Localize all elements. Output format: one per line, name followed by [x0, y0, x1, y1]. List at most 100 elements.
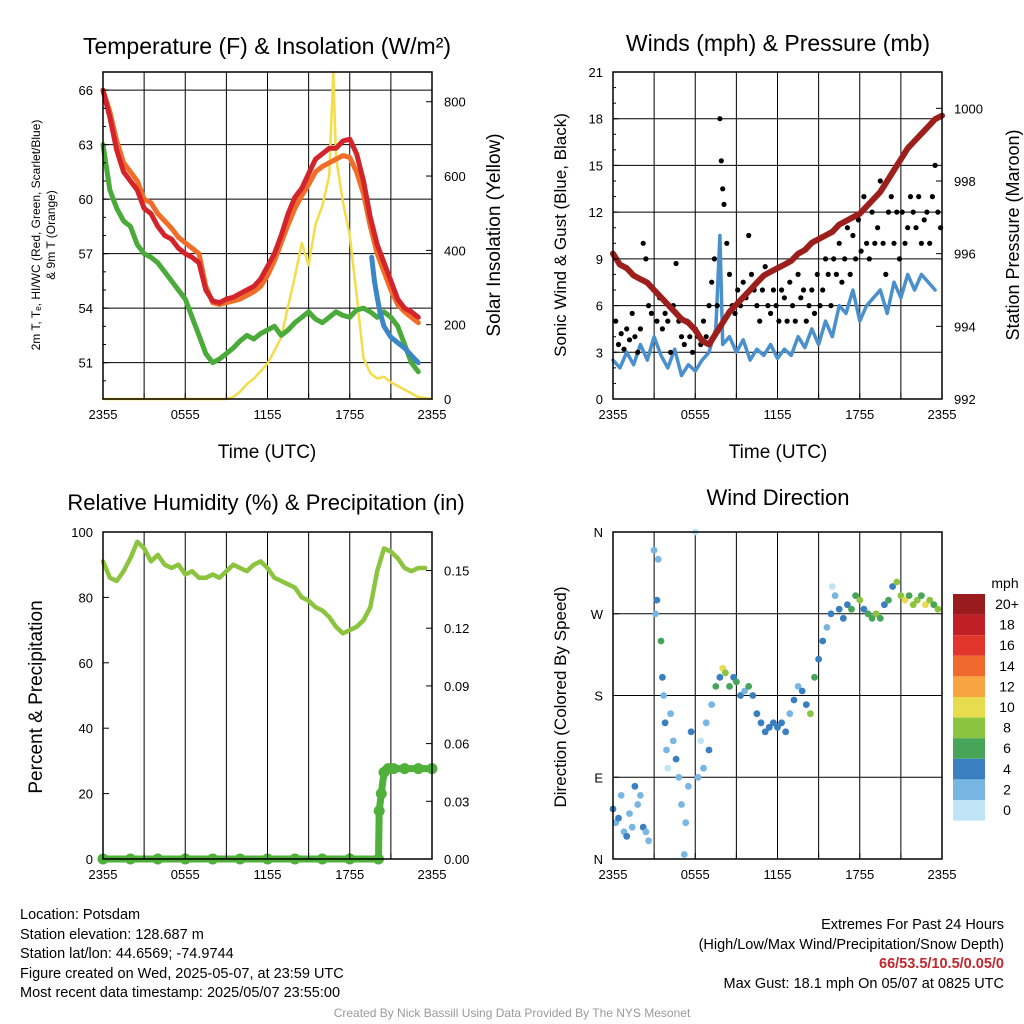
- y-right-tick-label: 998: [954, 174, 976, 189]
- x-tick-label: 0555: [171, 867, 200, 882]
- gust-point: [643, 256, 649, 262]
- gust-point: [795, 271, 801, 277]
- elevation-text: Station elevation: 128.687 m: [20, 926, 204, 943]
- gust-point: [624, 326, 630, 332]
- x-tick-label: 1155: [254, 867, 282, 882]
- extremes-values: 66/53.5/10.5/0.05/0: [879, 956, 1004, 972]
- wind-panel: Winds (mph) & Pressure (mb) 2355 0555 1155…: [551, 30, 1023, 463]
- direction-point: [856, 596, 864, 604]
- y-right-tick-label: 0.00: [444, 852, 469, 867]
- direction-point: [628, 823, 636, 831]
- y-tick-label: 0: [596, 392, 603, 407]
- x-tick-label: 1155: [764, 867, 792, 882]
- legend-swatch: [953, 594, 985, 615]
- gust-point: [681, 341, 687, 348]
- direction-point: [667, 710, 674, 718]
- direction-point: [815, 655, 822, 663]
- direction-point: [672, 755, 680, 763]
- gust-point: [784, 318, 790, 324]
- y-right-tick-label: 600: [444, 169, 466, 184]
- y-tick-label: 60: [79, 656, 93, 671]
- x-tick-label: 2355: [599, 407, 628, 422]
- gust-point: [709, 279, 715, 285]
- gust-point: [770, 287, 777, 293]
- gust-point: [632, 334, 638, 340]
- direction-point: [733, 678, 740, 686]
- direction-point: [650, 546, 658, 554]
- direction-point: [687, 728, 695, 736]
- x-tick-label: 2355: [418, 867, 447, 882]
- direction-point: [794, 683, 802, 690]
- direction-point: [694, 773, 702, 781]
- direction-point: [712, 683, 720, 690]
- location-text: Location: Potsdam: [20, 907, 141, 923]
- dewpoint-line: [100, 142, 421, 375]
- direction-point: [778, 719, 785, 727]
- legend-swatch: [953, 758, 985, 780]
- y-right-tick-label: 0.12: [444, 621, 469, 636]
- gust-point: [637, 326, 644, 332]
- legend-label: 10: [999, 699, 1015, 715]
- gust-point: [640, 240, 646, 246]
- direction-point: [716, 673, 724, 681]
- direction-point: [893, 578, 901, 586]
- direction-point: [761, 728, 769, 736]
- direction-point: [745, 683, 753, 690]
- gust-point: [706, 303, 712, 309]
- wind-ylabel-right: Station Pressure (Maroon): [1003, 129, 1023, 340]
- direction-point: [860, 605, 868, 613]
- y-tick-label: 80: [79, 590, 93, 605]
- y-tick-label: 9: [596, 252, 603, 267]
- direction-point: [685, 782, 692, 790]
- direction-point: [631, 782, 639, 790]
- gust-point: [825, 271, 831, 277]
- gust-point: [768, 310, 774, 316]
- direction-point: [757, 719, 765, 727]
- gust-point: [850, 232, 856, 239]
- gust-point: [717, 116, 723, 122]
- direction-point: [678, 801, 685, 808]
- gust-point: [864, 240, 870, 246]
- gust-point: [872, 240, 878, 246]
- gust-point: [703, 334, 709, 340]
- gust-point: [714, 303, 720, 309]
- gust-point: [718, 158, 724, 164]
- direction-ylabel-left: Direction (Colored By Speed): [551, 586, 570, 807]
- direction-point: [753, 710, 761, 718]
- direction-point: [626, 810, 633, 817]
- gust-point: [866, 256, 872, 262]
- temperature-panel: Temperature (F) & Insolation (W/m²) 2355…: [29, 33, 505, 463]
- temperature-ylabel-left-1: 2m T, Tₑ, HI/WC (Red, Green, Scarlet/Blu…: [29, 120, 43, 351]
- y-right-tick-label: 0.06: [444, 737, 469, 752]
- gust-point: [822, 256, 829, 262]
- direction-point: [726, 683, 733, 690]
- temperature-ticks: 2355 0555 1155 1755 2355 51 54 57 60 63 66 0 200 400 6…: [79, 71, 466, 422]
- gust-point: [899, 209, 905, 215]
- gust-point: [678, 334, 685, 340]
- y-tick-label: 66: [79, 83, 93, 98]
- gust-point: [720, 186, 726, 192]
- temperature-ylabel-left-2: & 9m T (Orange): [44, 190, 58, 280]
- direction-point: [811, 673, 818, 681]
- y-right-tick-label: 400: [444, 243, 466, 258]
- direction-point: [790, 696, 798, 704]
- temperature-xlabel: Time (UTC): [218, 442, 317, 463]
- wind-series: [610, 112, 945, 378]
- legend-swatch: [953, 779, 985, 800]
- y-tick-label: S: [594, 689, 603, 704]
- direction-panel: Wind Direction 2355 0555 1155 1755 2355NESWN…: [551, 485, 1019, 882]
- gust-point: [927, 240, 933, 246]
- x-tick-label: 1155: [254, 407, 282, 422]
- y-tick-label: 0: [86, 852, 93, 867]
- y-tick-label: 20: [79, 787, 93, 802]
- gust-point: [735, 287, 741, 293]
- direction-point: [889, 583, 896, 590]
- gust-point: [858, 248, 864, 254]
- legend-swatch: [953, 676, 985, 697]
- gust-point: [875, 225, 881, 231]
- gust-point: [762, 264, 768, 270]
- y-tick-label: E: [594, 770, 603, 785]
- gust-point: [833, 271, 840, 277]
- direction-point: [864, 610, 872, 618]
- humidity-ylabel-left: Percent & Precipitation: [26, 600, 47, 793]
